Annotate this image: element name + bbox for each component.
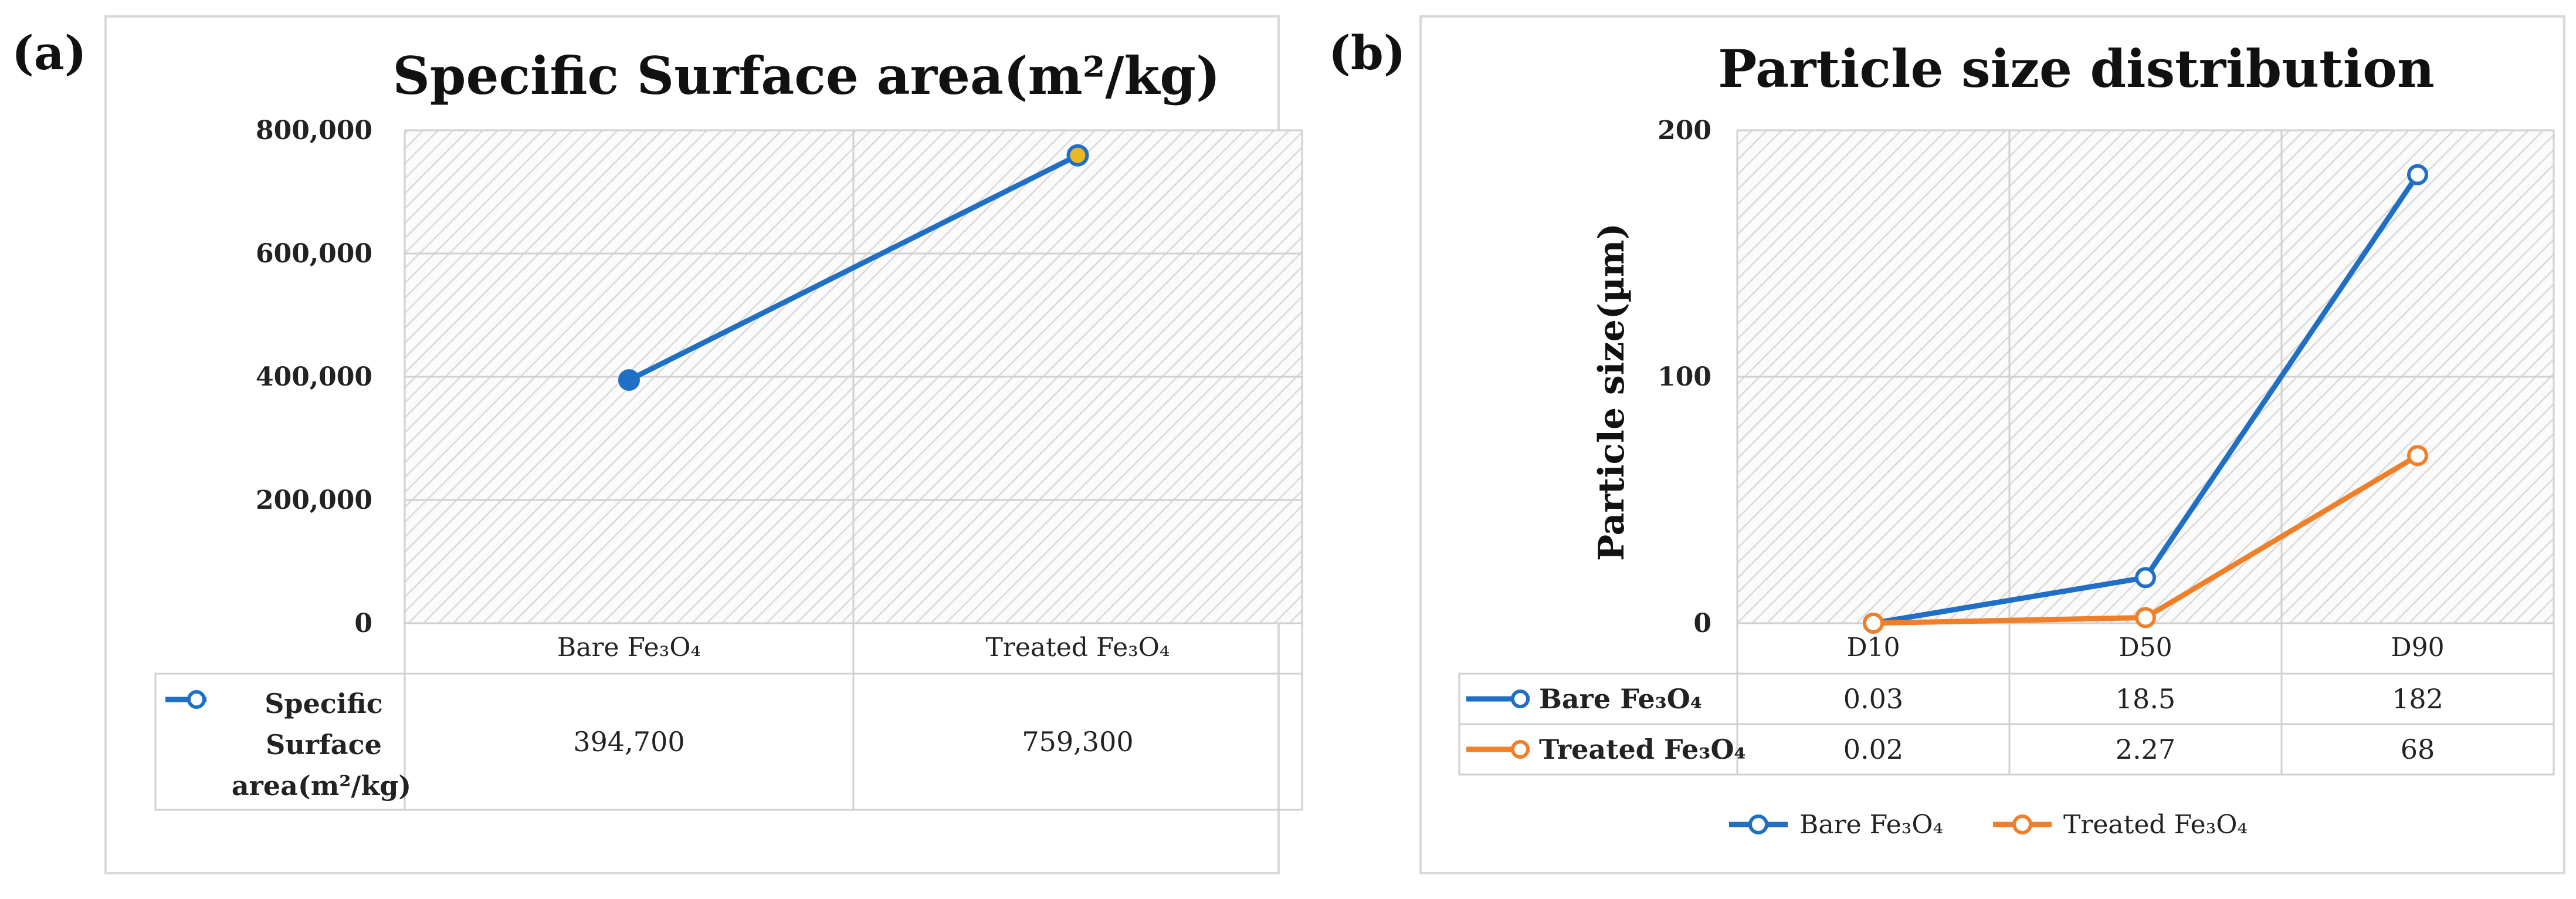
legend-label: Treated Fe₃O₄	[2063, 810, 2248, 840]
row-series-name: Treated Fe₃O₄	[1539, 734, 1746, 765]
y-tick-label: 400,000	[256, 362, 372, 392]
panel-a-label: (a)	[12, 25, 87, 80]
panel-b-label: (b)	[1328, 25, 1406, 80]
point-bare-fe3o4	[618, 369, 640, 391]
series-key-marker	[187, 690, 206, 709]
legend-marker	[1748, 814, 1768, 834]
data-point	[2407, 164, 2428, 185]
panel-a-table-values: 394,700 759,300	[573, 726, 1133, 758]
data-point	[2135, 567, 2156, 589]
series-name-line: area(m²/kg)	[232, 770, 411, 802]
panel-a-y-axis: 0 200,000 400,000 600,000 800,000	[256, 116, 372, 638]
panel-b-table-rows: Bare Fe₃O₄ 0.03 18.5 182 Treated Fe₃O₄ 0.02 2.…	[1466, 683, 2443, 765]
row-key-marker	[1511, 740, 1530, 759]
panel-a-gridlines	[404, 129, 1303, 624]
y-tick-label: 600,000	[256, 239, 372, 269]
y-tick-label: 200	[1658, 116, 1711, 146]
series-line-specific-surface-area	[628, 153, 1079, 383]
row-key-marker	[1511, 690, 1530, 708]
panel-b-x-categories: D10 D50 D90	[1846, 633, 2444, 663]
panel-b-series	[1863, 164, 2428, 634]
panel-a-title: Specific Surface area(m²/kg)	[392, 45, 1220, 106]
panel-a-series	[618, 144, 1089, 391]
table-value: 394,700	[573, 726, 684, 758]
panel-a-series-key: Specific Surface area(m²/kg)	[165, 688, 411, 802]
y-tick-label: 100	[1658, 362, 1711, 392]
panel-b-legend: Bare Fe₃O₄ Treated Fe₃O₄	[1729, 810, 2248, 840]
data-point	[1863, 612, 1884, 634]
series-name: Specific Surface area(m²/kg)	[232, 688, 411, 802]
y-tick-label: 0	[354, 609, 372, 638]
x-category-label: Bare Fe₃O₄	[557, 633, 701, 663]
x-category-label: D90	[2391, 633, 2444, 663]
panel-b-title: Particle size distribution	[1718, 38, 2435, 99]
panel-b-y-axis: 0 100 200	[1658, 116, 1711, 638]
table-value: 182	[2392, 683, 2443, 715]
table-value: 0.02	[1843, 734, 1903, 765]
point-treated-fe3o4	[1066, 144, 1089, 167]
x-category-label: Treated Fe₃O₄	[985, 633, 1170, 663]
series-name-line: Surface	[266, 729, 382, 761]
table-value: 0.03	[1843, 683, 1903, 715]
x-category-label: D50	[2119, 633, 2172, 663]
y-tick-label: 200,000	[256, 485, 372, 515]
legend-marker	[2012, 814, 2032, 834]
y-tick-label: 800,000	[256, 116, 372, 146]
row-series-name: Bare Fe₃O₄	[1539, 683, 1702, 715]
table-value: 759,300	[1022, 726, 1133, 758]
table-value: 68	[2401, 734, 2435, 765]
data-point	[2407, 445, 2428, 467]
y-tick-label: 0	[1693, 609, 1711, 638]
panel-a-x-categories: Bare Fe₃O₄ Treated Fe₃O₄	[557, 633, 1170, 663]
table-value: 18.5	[2116, 683, 2175, 715]
legend-label: Bare Fe₃O₄	[1799, 810, 1943, 840]
panel-b-y-axis-label: Particle size(µm)	[1591, 223, 1632, 561]
series-name-line: Specific	[265, 688, 383, 719]
panel-b-data-table	[1458, 623, 2555, 776]
panel-a-data-table	[154, 623, 1303, 811]
data-point	[2135, 607, 2156, 628]
panel-b: (b) Particle size distribution Particle …	[1328, 15, 2565, 874]
table-value: 2.27	[2116, 734, 2175, 765]
x-category-label: D10	[1846, 633, 1900, 663]
panel-a: (a) Specific Surface area(m²/kg) 0 200,00…	[12, 15, 1303, 874]
panel-b-gridlines	[1736, 129, 2555, 624]
